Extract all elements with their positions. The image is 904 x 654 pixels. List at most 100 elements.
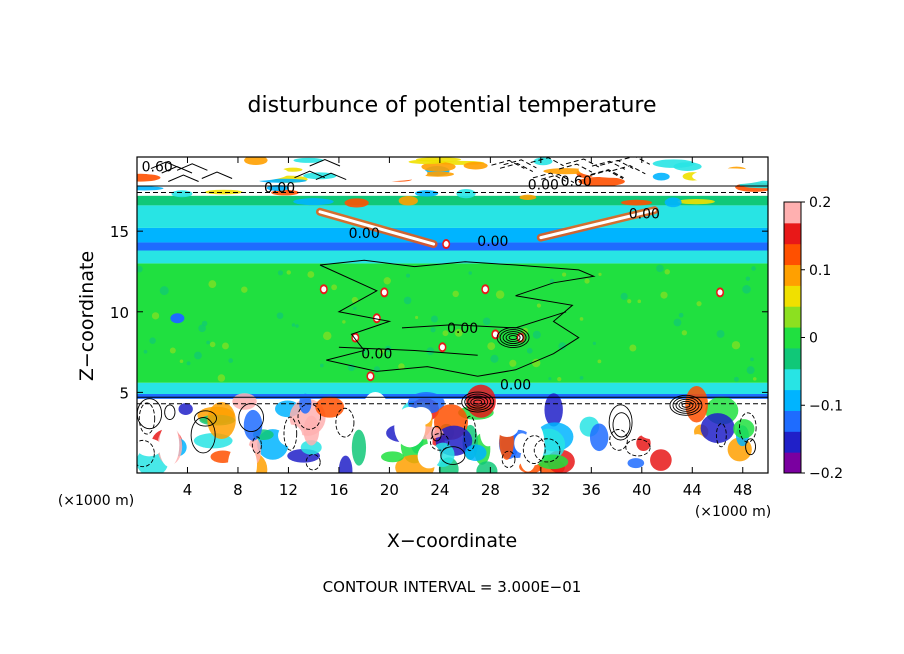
contour-dashed-swirl	[503, 159, 537, 169]
band-7	[137, 205, 768, 228]
band-3	[137, 263, 768, 383]
mid-speckle	[228, 358, 234, 363]
mid-speckle	[733, 376, 739, 382]
mid-speckle	[681, 330, 688, 336]
mid-speckle	[495, 290, 505, 299]
mid-speckle	[426, 347, 435, 355]
contour-plume-outline	[319, 259, 596, 377]
colorbar-swatch	[784, 264, 801, 286]
low-layer-cell	[243, 409, 263, 441]
contour-loop	[609, 429, 628, 451]
x-tick-label: 16	[329, 481, 348, 499]
y-axis: 5 10 15	[110, 223, 768, 402]
mid-speckle	[222, 342, 229, 350]
colorbar-swatch	[784, 327, 801, 349]
low-layer-core	[394, 406, 426, 448]
low-layer-cell	[381, 451, 404, 463]
mid-speckle	[351, 296, 359, 304]
mid-speckle	[742, 285, 751, 294]
contour-lower-line	[338, 346, 478, 356]
y-tick-label: 5	[119, 384, 129, 402]
low-layer-core	[227, 442, 258, 473]
mid-speckle	[342, 320, 346, 324]
contour-loop	[533, 438, 561, 463]
mid-speckle	[548, 377, 552, 381]
contour-solid-swirl	[150, 161, 182, 170]
upper-streak	[421, 171, 455, 177]
low-layer-core	[688, 434, 707, 457]
band-8	[137, 195, 768, 206]
low-layer-core	[525, 422, 545, 466]
contour-loop	[739, 412, 757, 443]
plume-core	[321, 286, 327, 293]
contour-loop	[138, 402, 156, 435]
upper-streak	[578, 176, 625, 187]
contour-label: 0.00	[629, 206, 660, 222]
mid-speckle	[532, 330, 541, 339]
plume-core	[492, 331, 498, 338]
contour-solid-swirl	[168, 174, 199, 182]
colorbar-swatch	[784, 347, 801, 370]
mid-speckle	[664, 269, 670, 275]
mid-speckle	[468, 271, 472, 275]
contour-label: 0.60	[142, 160, 173, 176]
upper-streak	[344, 198, 369, 208]
mid-speckle	[526, 347, 533, 354]
mid-speckle	[752, 377, 757, 381]
contour-dense	[675, 398, 697, 412]
mid-speckle	[509, 359, 517, 367]
contour-loop	[463, 415, 477, 452]
colorbar-tick-label: 0.2	[809, 195, 831, 211]
mid-speckle	[536, 303, 542, 308]
contour-solid-swirl	[176, 163, 208, 171]
contour-dense	[470, 397, 486, 407]
upper-streak	[533, 157, 553, 166]
mid-speckle	[579, 375, 584, 380]
mid-speckle	[307, 271, 315, 278]
mid-speckle	[403, 296, 412, 305]
chart-title: disturbunce of potential temperature	[248, 93, 657, 118]
contour-loop	[715, 423, 727, 448]
mid-speckle	[179, 359, 184, 364]
colorbar-swatch	[784, 285, 801, 307]
contour-dense	[467, 395, 489, 409]
low-layer-cell	[207, 401, 236, 439]
contour-label: 0.00	[528, 177, 559, 193]
plot-frame	[136, 156, 769, 474]
outflow-arm-core	[539, 208, 656, 240]
colorbar-tick-label: −0.2	[809, 466, 843, 482]
mid-speckle	[696, 301, 702, 307]
contour-dashed-swirl	[491, 159, 525, 169]
upper-streak	[137, 173, 161, 182]
mid-speckle	[629, 344, 637, 352]
contour-dense	[505, 333, 521, 343]
mid-speckle	[331, 284, 338, 291]
outflow-arm-core	[318, 210, 436, 246]
upper-streak	[652, 172, 670, 181]
mid-speckle	[286, 270, 291, 275]
upper-streak	[244, 157, 268, 165]
x-axis: 4 8 12 16 20 24 28 32 36 40 44 48	[183, 157, 752, 499]
low-layer-cell	[627, 458, 645, 469]
contour-dense	[461, 391, 495, 413]
contour-loop	[238, 403, 264, 433]
low-layer-cell	[300, 440, 322, 455]
mid-speckle	[379, 348, 385, 354]
contour-labels: 0.600.000.000.000.00 0.600.000.000.000.00	[142, 160, 660, 394]
colorbar-swatch	[784, 389, 801, 411]
contour-dashed-swirl	[499, 162, 534, 173]
contour-label: 0.00	[500, 377, 531, 393]
mid-speckle	[137, 265, 143, 273]
colorbar-tick-label: −0.1	[809, 398, 843, 414]
colorbar-swatch	[784, 202, 801, 224]
upper-patch	[212, 165, 289, 182]
contour-solid-swirl	[201, 171, 233, 179]
contour-dashed-swirl	[530, 157, 564, 167]
colorbar-swatch	[784, 306, 801, 328]
contour-dense	[681, 402, 691, 408]
x-tick-label: 48	[733, 481, 752, 499]
upper-streak	[456, 189, 476, 199]
mid-speckle	[295, 324, 299, 328]
plume-core	[381, 289, 387, 296]
mid-speckle	[430, 315, 438, 323]
